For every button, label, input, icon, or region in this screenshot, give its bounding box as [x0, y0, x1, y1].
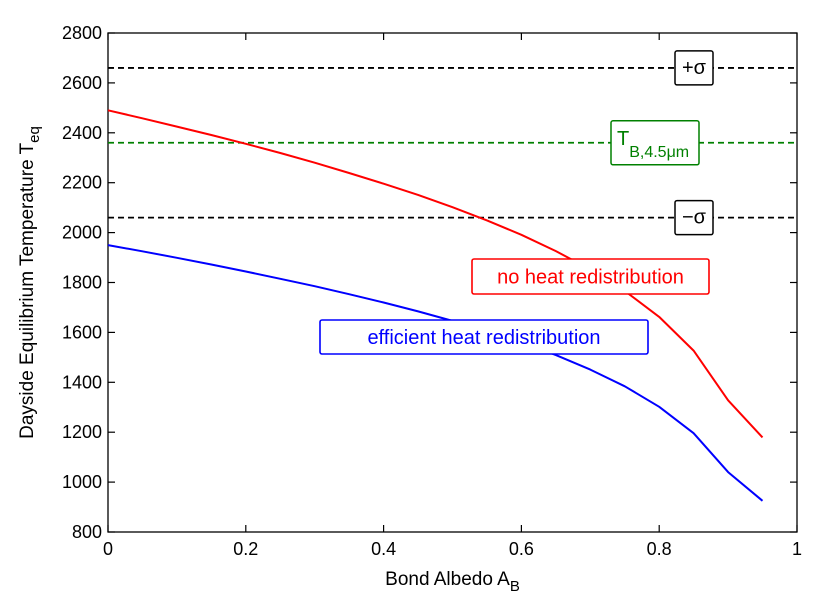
y-tick-label: 800	[72, 522, 102, 542]
reference-label: −σ	[682, 207, 707, 229]
y-tick-label: 2400	[62, 123, 102, 143]
x-tick-label: 0.2	[233, 539, 258, 559]
reference-label-box	[674, 199, 714, 236]
reference-lines: +σ TB,4.5μm −σ	[108, 50, 797, 236]
y-tick-label: 1000	[62, 472, 102, 492]
reference-label-box	[674, 50, 714, 86]
y-axis-label: Dayside Equilibrium Temperature Teq	[17, 126, 43, 439]
reference-label: TB,4.5μm	[617, 128, 689, 161]
reference-label-box	[610, 120, 700, 166]
reference-label: +σ	[682, 57, 707, 79]
series-line	[107, 244, 764, 502]
series-line	[107, 109, 764, 439]
y-tick-label: 2200	[62, 173, 102, 193]
axis-ticks: 0 0.2 0.4 0.6 0.8 180010001200140016001800200…	[62, 23, 802, 559]
x-axis-label: Bond Albedo AB	[385, 569, 520, 595]
x-tick-label: 0.8	[647, 539, 672, 559]
x-tick-label: 1	[792, 539, 802, 559]
y-tick-label: 1400	[62, 372, 102, 392]
y-tick-label: 2000	[62, 223, 102, 243]
x-tick-label: 0	[103, 539, 113, 559]
y-tick-label: 2800	[62, 23, 102, 43]
annotation-box	[471, 258, 710, 295]
x-tick-label: 0.6	[509, 539, 534, 559]
annotations: no heat redistribution efficient heat red…	[319, 258, 710, 355]
data-series	[107, 109, 764, 502]
annotation-box	[319, 319, 649, 355]
x-tick-label: 0.4	[371, 539, 396, 559]
annotation-label: no heat redistribution	[497, 267, 684, 289]
y-tick-label: 1800	[62, 273, 102, 293]
y-tick-label: 1600	[62, 322, 102, 342]
annotation-label: efficient heat redistribution	[367, 327, 600, 349]
y-tick-label: 2600	[62, 73, 102, 93]
y-tick-label: 1200	[62, 422, 102, 442]
